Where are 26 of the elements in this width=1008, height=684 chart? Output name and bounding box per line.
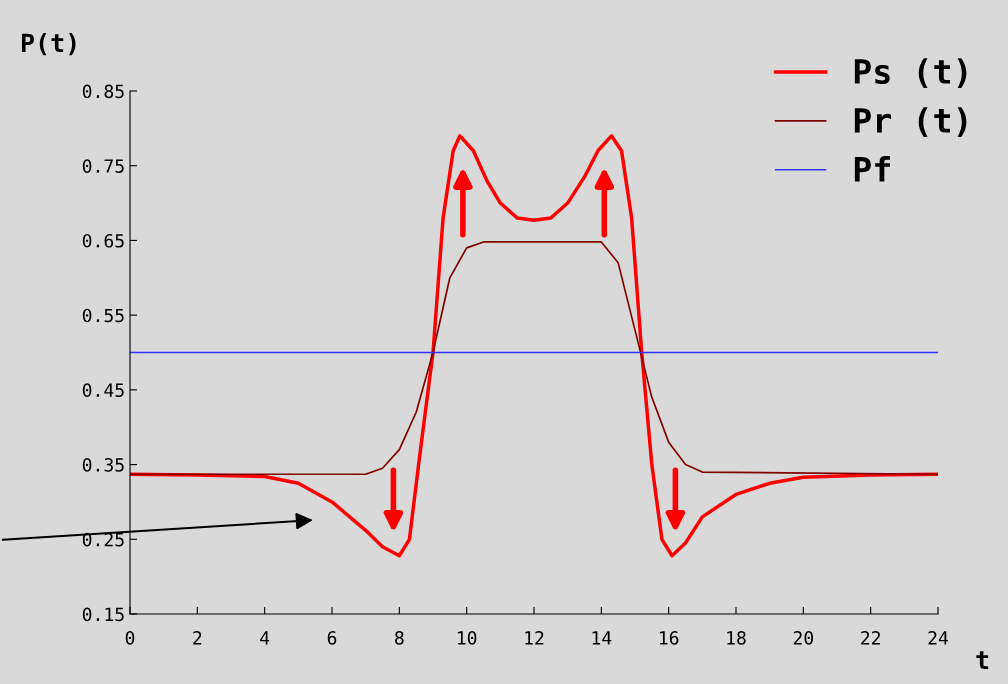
x-tick-label: 16	[659, 631, 679, 645]
y-tick-label: 0.55	[82, 308, 124, 323]
x-tick-label: 24	[928, 631, 949, 645]
x-tick-label: 4	[260, 631, 270, 645]
y-tick-label: 0.65	[82, 233, 124, 248]
y-tick-label: 0.45	[82, 383, 124, 398]
y-tick-label: 0.75	[82, 159, 124, 173]
x-tick-label: 0	[125, 631, 135, 645]
x-tick-label: 22	[861, 631, 880, 645]
x-tick-label: 6	[327, 631, 337, 645]
legend-label: Ps (t)	[854, 58, 967, 88]
x-tick-label: 2	[193, 631, 202, 645]
y-tick-label: 0.85	[82, 84, 124, 99]
y-tick-label: 0.15	[82, 607, 124, 622]
x-tick-label: 14	[592, 631, 612, 645]
x-tick-label: 20	[793, 631, 814, 645]
x-tick-label: 12	[525, 631, 544, 645]
line-series	[130, 241, 938, 476]
x-tick-label: 8	[395, 631, 404, 645]
y-tick-label: 0.35	[82, 458, 124, 472]
x-tick-label: 18	[727, 631, 746, 645]
legend-label: Pr (t)	[854, 107, 967, 137]
y-axis-title: P(t)	[21, 32, 76, 56]
x-axis-title: t	[976, 651, 989, 669]
x-tick-label: 10	[457, 631, 477, 645]
legend-label: Pf	[854, 156, 890, 182]
